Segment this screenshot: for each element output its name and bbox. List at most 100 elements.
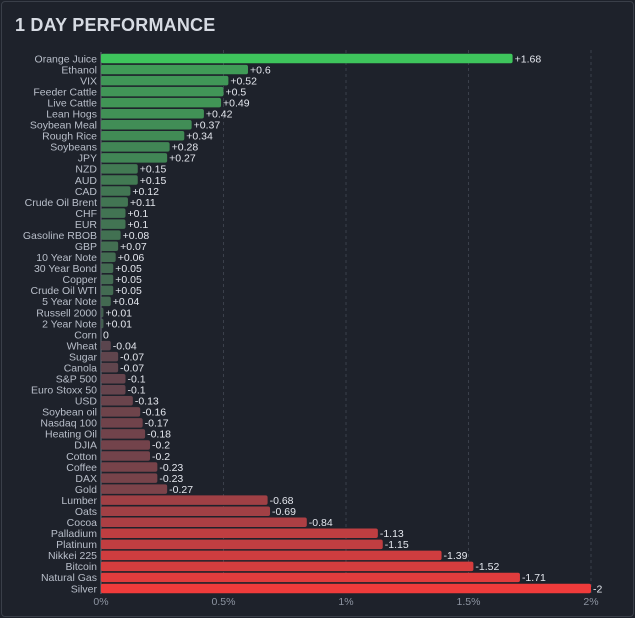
value-label: +0.12 xyxy=(132,186,159,198)
category-label: VIX xyxy=(80,75,97,87)
bar-copper xyxy=(101,274,114,285)
bar-sugar xyxy=(101,351,119,362)
bar-cad xyxy=(101,186,131,196)
category-label: Heating Oil xyxy=(45,429,97,441)
category-label: Rough Rice xyxy=(42,131,97,143)
value-label: -0.1 xyxy=(128,385,146,397)
chart-title: 1 DAY PERFORMANCE xyxy=(15,15,216,35)
category-label: Nasdaq 100 xyxy=(40,418,97,430)
bar-cotton xyxy=(101,451,150,461)
bar-canola xyxy=(101,362,119,373)
category-label: GBP xyxy=(75,241,97,253)
value-label: -0.16 xyxy=(142,407,166,419)
value-label: +0.52 xyxy=(230,75,257,87)
value-label: +0.15 xyxy=(140,164,167,176)
category-label: Live Cattle xyxy=(47,97,97,109)
value-label: +0.1 xyxy=(128,208,149,220)
x-tick-label: 1.5% xyxy=(457,596,481,608)
value-label: -0.13 xyxy=(135,396,159,408)
value-label: +1.68 xyxy=(515,53,542,65)
bars-group xyxy=(101,53,591,594)
value-label: 0 xyxy=(103,329,109,341)
category-label: Silver xyxy=(71,583,98,595)
value-label: +0.15 xyxy=(140,175,167,187)
category-label: 30 Year Bond xyxy=(34,263,97,275)
value-label: -0.68 xyxy=(270,495,294,507)
category-label: NZD xyxy=(75,164,97,176)
bar-djia xyxy=(101,440,150,450)
value-label: +0.27 xyxy=(169,153,196,165)
bar-gasoline-rbob xyxy=(101,230,121,240)
bar-lumber xyxy=(101,495,268,505)
bar-5-year-note xyxy=(101,296,111,307)
value-label: -1.13 xyxy=(380,528,404,540)
bar-platinum xyxy=(101,539,383,550)
value-label: +0.28 xyxy=(172,142,199,154)
value-label: +0.49 xyxy=(223,97,250,109)
value-label: -0.07 xyxy=(120,362,144,374)
labels-group: Orange Juice +1.68 Ethanol +0.6 VIX +0.52 Feed… xyxy=(23,53,603,595)
value-label: +0.06 xyxy=(118,252,145,264)
bar-crude-oil-wti xyxy=(101,285,114,296)
value-label: +0.08 xyxy=(123,230,150,242)
category-label: Lean Hogs xyxy=(46,109,97,121)
value-label: +0.04 xyxy=(113,296,140,308)
bar-gbp xyxy=(101,241,119,251)
value-label: -0.27 xyxy=(169,484,193,496)
bar-orange-juice xyxy=(101,53,513,64)
bar-10-year-note xyxy=(101,252,116,263)
category-label: EUR xyxy=(75,219,98,231)
bar-soybeans xyxy=(101,142,170,152)
bar-chf xyxy=(101,208,126,218)
bar-sandp-500 xyxy=(101,373,126,384)
value-label: -0.69 xyxy=(272,506,296,518)
value-label: +0.05 xyxy=(115,263,142,275)
value-label: -0.18 xyxy=(147,429,171,441)
bar-2-year-note xyxy=(101,318,104,329)
value-label: -1.39 xyxy=(444,550,468,562)
category-label: Corn xyxy=(74,329,97,341)
bar-aud xyxy=(101,175,138,185)
bar-oats xyxy=(101,506,271,516)
category-label: Ethanol xyxy=(61,64,97,76)
value-label: -0.2 xyxy=(152,451,170,463)
value-label: -0.84 xyxy=(309,517,333,529)
bar-rough-rice xyxy=(101,131,185,141)
bar-silver xyxy=(101,583,591,594)
category-label: Bitcoin xyxy=(65,561,97,573)
category-label: Lumber xyxy=(61,495,97,507)
category-label: DJIA xyxy=(74,440,97,452)
category-label: Orange Juice xyxy=(35,53,98,65)
bar-live-cattle xyxy=(101,97,222,108)
category-label: Soybeans xyxy=(50,142,97,154)
value-label: -1.52 xyxy=(475,561,499,573)
category-label: Soybean Meal xyxy=(30,120,97,132)
bar-nikkei-225 xyxy=(101,550,442,561)
bar-dax xyxy=(101,473,158,483)
value-label: +0.1 xyxy=(128,219,149,231)
bar-30-year-bond xyxy=(101,263,114,274)
bar-vix xyxy=(101,75,229,86)
category-label: Feeder Cattle xyxy=(33,86,97,98)
value-label: -0.17 xyxy=(145,418,169,430)
bar-bitcoin xyxy=(101,561,474,572)
value-label: +0.37 xyxy=(194,120,221,132)
value-label: -0.23 xyxy=(159,473,183,485)
value-label: -0.07 xyxy=(120,351,144,363)
value-label: +0.6 xyxy=(250,64,271,76)
value-label: +0.42 xyxy=(206,109,233,121)
bar-russell-2000 xyxy=(101,307,104,318)
bar-usd xyxy=(101,396,133,406)
value-label: +0.34 xyxy=(186,131,213,143)
x-tick-label: 0.5% xyxy=(212,596,236,608)
bar-feeder-cattle xyxy=(101,86,224,97)
category-label: Palladium xyxy=(51,528,97,540)
bar-soybean-meal xyxy=(101,120,192,130)
category-label: Cocoa xyxy=(67,517,98,529)
bar-nasdaq-100 xyxy=(101,418,143,428)
bar-lean-hogs xyxy=(101,108,204,119)
category-label: Euro Stoxx 50 xyxy=(31,385,97,397)
category-label: S&P 500 xyxy=(56,374,97,386)
category-label: 10 Year Note xyxy=(36,252,97,264)
